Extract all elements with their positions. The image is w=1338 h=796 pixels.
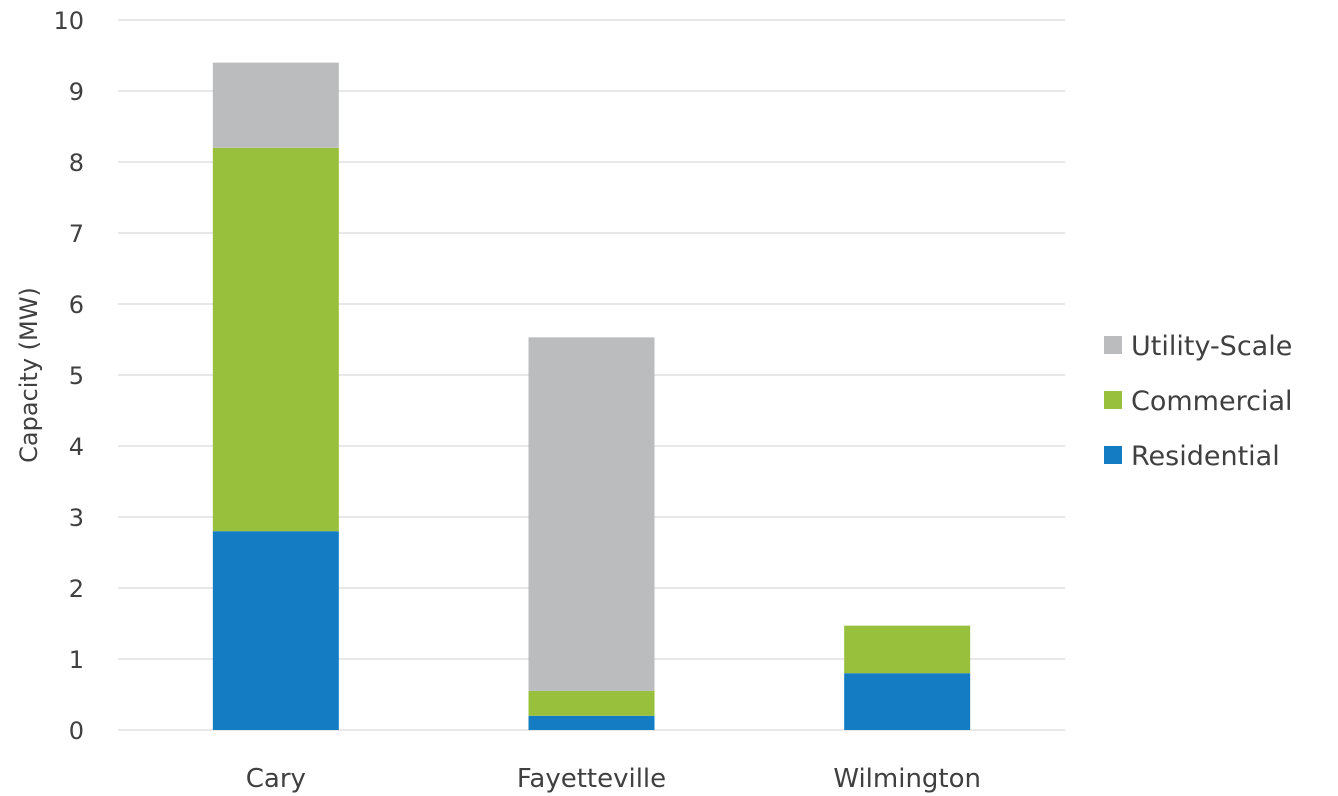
y-tick-label: 8 <box>69 149 84 177</box>
y-tick-label: 1 <box>69 646 84 674</box>
legend: Utility-Scale Commercial Residential <box>1104 331 1293 472</box>
bar-segment-commercial <box>844 625 971 674</box>
bar-segment-utility-scale <box>212 62 339 148</box>
y-axis-title: Capacity (MW) <box>15 287 43 463</box>
bar-segment-residential <box>528 715 655 730</box>
bar-segment-commercial <box>212 147 339 532</box>
y-tick-label: 4 <box>69 433 84 461</box>
y-tick-label: 3 <box>69 504 84 532</box>
x-tick-label: Fayetteville <box>517 764 666 794</box>
y-tick-label: 0 <box>69 717 84 745</box>
y-tick-label: 6 <box>69 291 84 319</box>
y-tick-label: 5 <box>69 362 84 390</box>
legend-swatch <box>1104 391 1122 409</box>
x-tick-label: Cary <box>246 764 306 794</box>
bars <box>212 62 971 730</box>
bar-segment-utility-scale <box>528 337 655 691</box>
legend-label: Utility-Scale <box>1131 331 1292 362</box>
x-tick-label: Wilmington <box>833 764 981 794</box>
legend-swatch <box>1104 446 1122 464</box>
bar-segment-residential <box>844 673 971 730</box>
y-axis-ticks: 0 1 2 3 4 5 6 7 8 9 10 <box>53 7 84 745</box>
y-tick-label: 7 <box>69 220 84 248</box>
y-tick-label: 10 <box>53 7 84 35</box>
bar-segment-commercial <box>528 690 655 716</box>
legend-swatch <box>1104 336 1122 354</box>
x-axis-labels: Cary Fayetteville Wilmington <box>246 764 981 794</box>
y-tick-label: 9 <box>69 78 84 106</box>
bar-segment-residential <box>212 531 339 730</box>
y-tick-label: 2 <box>69 575 84 603</box>
legend-label: Commercial <box>1131 386 1293 417</box>
legend-label: Residential <box>1131 441 1280 472</box>
